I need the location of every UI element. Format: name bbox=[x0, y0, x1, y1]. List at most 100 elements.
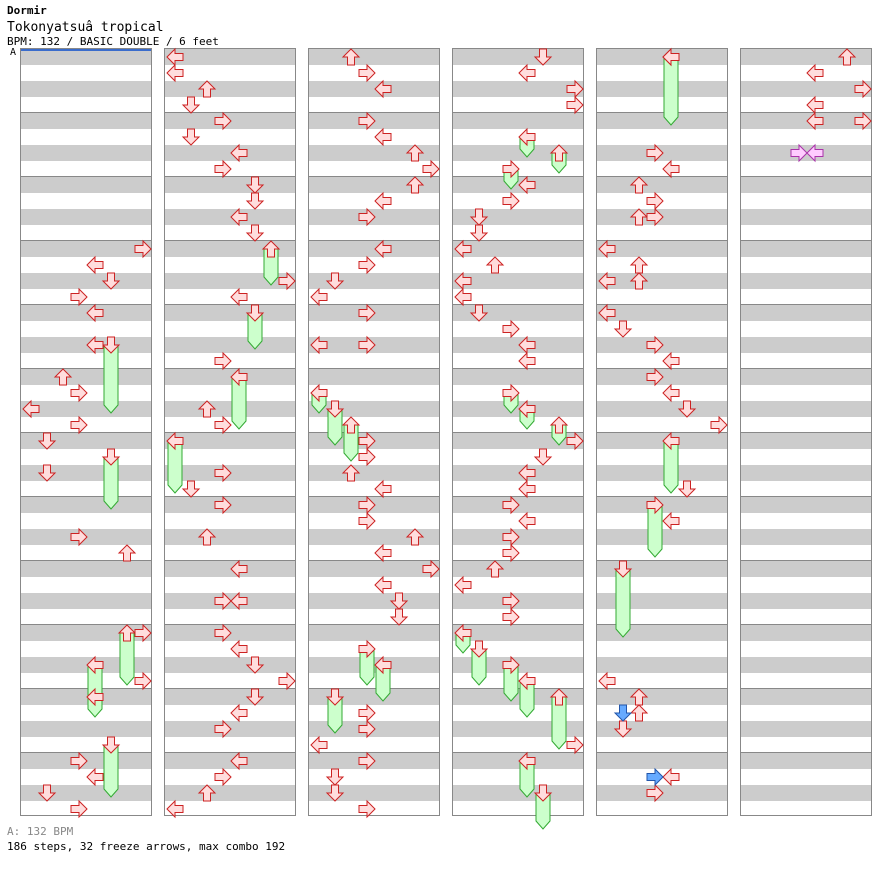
step-arrow bbox=[214, 719, 232, 739]
step-arrow bbox=[214, 623, 232, 643]
beat-stripe bbox=[597, 721, 727, 737]
step-arrow bbox=[325, 768, 345, 786]
step-arrow bbox=[166, 63, 184, 83]
measure-line bbox=[21, 432, 151, 433]
step-arrow bbox=[566, 431, 584, 451]
measure-line bbox=[309, 752, 439, 753]
chart-column bbox=[308, 48, 440, 819]
step-arrow bbox=[533, 48, 553, 66]
measure-line bbox=[597, 496, 727, 497]
measure-line bbox=[453, 368, 583, 369]
step-arrow bbox=[598, 303, 616, 323]
measure-line bbox=[309, 304, 439, 305]
beat-stripe bbox=[741, 529, 871, 545]
step-arrow bbox=[854, 111, 872, 131]
shock-arrow bbox=[646, 767, 664, 787]
step-arrow bbox=[358, 719, 376, 739]
chart-column bbox=[452, 48, 584, 830]
step-arrow bbox=[230, 703, 248, 723]
step-arrow bbox=[53, 368, 73, 386]
measure-line bbox=[741, 304, 871, 305]
step-arrow bbox=[245, 688, 265, 706]
beat-stripe bbox=[453, 721, 583, 737]
step-arrow bbox=[374, 79, 392, 99]
step-arrow bbox=[374, 575, 392, 595]
step-arrow bbox=[629, 704, 649, 722]
beat-stripe bbox=[21, 593, 151, 609]
beat-stripe bbox=[165, 657, 295, 673]
measure-line bbox=[21, 496, 151, 497]
step-arrow bbox=[358, 751, 376, 771]
step-arrow bbox=[613, 320, 633, 338]
step-arrow bbox=[374, 239, 392, 259]
step-arrow bbox=[358, 703, 376, 723]
freeze-head-arrow bbox=[454, 623, 472, 643]
beat-stripe bbox=[453, 273, 583, 289]
step-stats: 186 steps, 32 freeze arrows, max combo 1… bbox=[7, 840, 286, 853]
beat-stripe bbox=[741, 81, 871, 97]
beat-stripe bbox=[309, 561, 439, 577]
measure-line bbox=[597, 688, 727, 689]
freeze-head-arrow bbox=[101, 736, 121, 754]
measure-line bbox=[165, 304, 295, 305]
step-arrow bbox=[454, 271, 472, 291]
beat-stripe bbox=[741, 305, 871, 321]
freeze-head-arrow bbox=[101, 336, 121, 354]
step-arrow bbox=[278, 271, 296, 291]
freeze-head-arrow bbox=[374, 655, 392, 675]
step-arrow bbox=[806, 95, 824, 115]
chart-column bbox=[20, 48, 152, 819]
step-arrow bbox=[518, 63, 536, 83]
step-arrow bbox=[646, 367, 664, 387]
beat-stripe bbox=[741, 337, 871, 353]
measure-line bbox=[741, 688, 871, 689]
step-arrow bbox=[341, 48, 361, 66]
step-arrow bbox=[86, 687, 104, 707]
step-arrow bbox=[374, 191, 392, 211]
step-arrow bbox=[245, 224, 265, 242]
measure-line bbox=[453, 496, 583, 497]
beat-stripe bbox=[165, 401, 295, 417]
measure-line bbox=[21, 624, 151, 625]
beat-stripe bbox=[165, 529, 295, 545]
freeze-head-arrow bbox=[549, 144, 569, 162]
measure-line bbox=[597, 368, 727, 369]
beat-stripe bbox=[453, 209, 583, 225]
measure-line bbox=[453, 560, 583, 561]
song-artist: Dormir bbox=[7, 4, 47, 17]
freeze-head-arrow bbox=[230, 367, 248, 387]
step-arrow bbox=[214, 351, 232, 371]
step-arrow bbox=[598, 671, 616, 691]
freeze-head-arrow bbox=[549, 416, 569, 434]
beat-stripe bbox=[21, 433, 151, 449]
bpm-legend: A: 132 BPM bbox=[7, 825, 74, 838]
step-arrow bbox=[485, 256, 505, 274]
special-arrow bbox=[806, 143, 824, 163]
beat-stripe bbox=[165, 561, 295, 577]
step-arrow bbox=[677, 480, 697, 498]
step-arrow bbox=[389, 608, 409, 626]
step-arrow bbox=[358, 63, 376, 83]
beat-stripe bbox=[165, 241, 295, 257]
freeze-head-arrow bbox=[518, 671, 536, 691]
step-arrow bbox=[134, 671, 152, 691]
beat-stripe bbox=[453, 305, 583, 321]
step-arrow bbox=[405, 176, 425, 194]
beat-stripe bbox=[453, 753, 583, 769]
freeze-head-arrow bbox=[166, 431, 184, 451]
step-arrow bbox=[214, 159, 232, 179]
beat-stripe bbox=[453, 465, 583, 481]
step-arrow bbox=[710, 415, 728, 435]
beat-stripe bbox=[741, 113, 871, 129]
arrow-layer bbox=[598, 47, 728, 803]
step-arrow bbox=[166, 47, 184, 67]
step-arrow bbox=[518, 175, 536, 195]
step-arrow bbox=[662, 351, 680, 371]
step-arrow bbox=[469, 208, 489, 226]
beat-stripe bbox=[597, 465, 727, 481]
step-arrow bbox=[358, 207, 376, 227]
beat-stripe bbox=[597, 177, 727, 193]
beat-stripe bbox=[165, 177, 295, 193]
measure-line bbox=[309, 496, 439, 497]
beat-stripe bbox=[453, 337, 583, 353]
